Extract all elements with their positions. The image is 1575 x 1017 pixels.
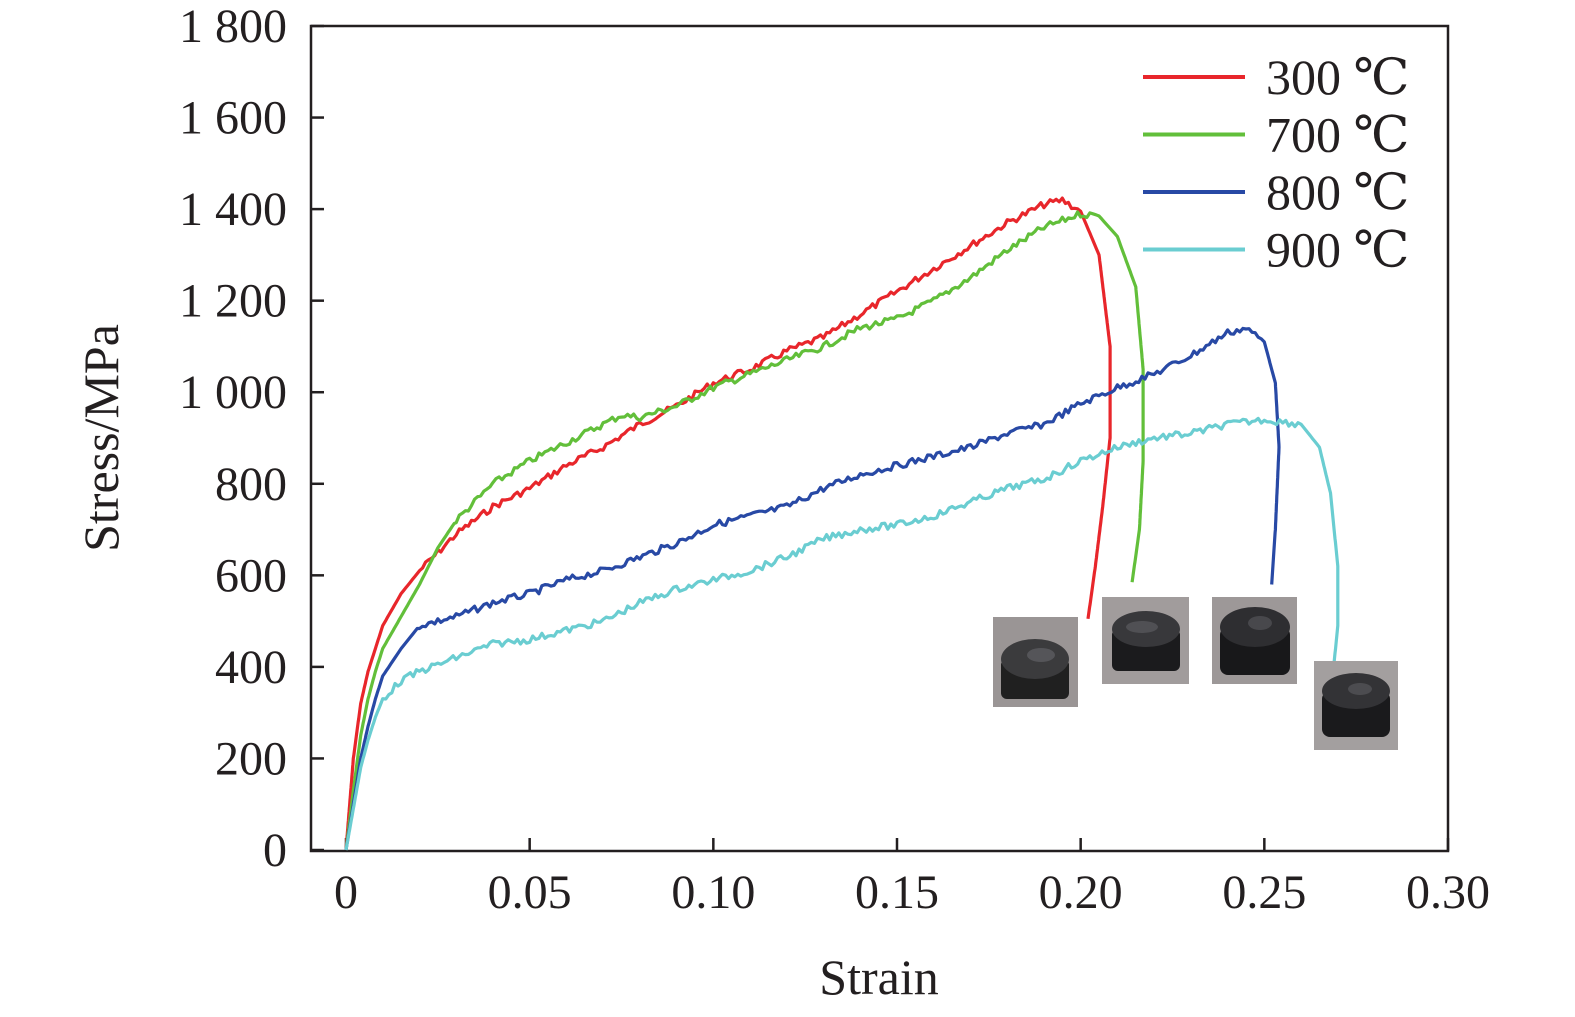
plot-area bbox=[309, 24, 1450, 853]
plot-frame bbox=[309, 24, 1450, 853]
series-line bbox=[344, 326, 1281, 851]
x-tick-label: 0.15 bbox=[855, 866, 939, 919]
y-tick-label: 1 400 bbox=[179, 183, 287, 236]
series-line bbox=[344, 416, 1340, 851]
y-tick-label: 200 bbox=[215, 732, 287, 785]
y-tick-label: 1 200 bbox=[179, 275, 287, 328]
series-line bbox=[344, 210, 1145, 851]
specimen-photo-700 bbox=[1102, 597, 1189, 684]
y-tick-label: 800 bbox=[215, 458, 287, 511]
x-axis: 0 0.05 0.10 0.15 0.20 0.25 0.30 bbox=[334, 838, 1490, 919]
x-tick-label: 0.20 bbox=[1039, 866, 1123, 919]
specimen-photo-900 bbox=[1314, 661, 1398, 750]
specimen-photo-800 bbox=[1212, 597, 1297, 684]
y-tick-label: 1 600 bbox=[179, 92, 287, 145]
specimen-photo-300 bbox=[993, 617, 1078, 707]
y-tick-label: 600 bbox=[215, 549, 287, 602]
x-tick-label: 0.30 bbox=[1406, 866, 1490, 919]
y-axis: 0 200 400 600 800 1 000 1 200 1 400 1 600 1 800 bbox=[179, 0, 324, 877]
legend-label: 800 ℃ bbox=[1266, 164, 1409, 220]
y-axis-title: Stress/MPa bbox=[73, 324, 129, 552]
legend-label: 300 ℃ bbox=[1266, 49, 1409, 105]
y-tick-label: 0 bbox=[263, 824, 287, 877]
series-layer bbox=[344, 196, 1340, 851]
x-tick-label: 0.10 bbox=[671, 866, 755, 919]
series-line bbox=[344, 196, 1112, 851]
x-axis-title: Strain bbox=[819, 949, 938, 1005]
legend-label: 900 ℃ bbox=[1266, 222, 1409, 278]
y-tick-label: 1 000 bbox=[179, 366, 287, 419]
legend-label: 700 ℃ bbox=[1266, 107, 1409, 163]
x-tick-label: 0.05 bbox=[488, 866, 572, 919]
y-tick-label: 400 bbox=[215, 641, 287, 694]
y-tick-label: 1 800 bbox=[179, 0, 287, 53]
x-tick-label: 0.25 bbox=[1222, 866, 1306, 919]
specimen-photos bbox=[993, 597, 1398, 750]
x-tick-label: 0 bbox=[334, 866, 358, 919]
